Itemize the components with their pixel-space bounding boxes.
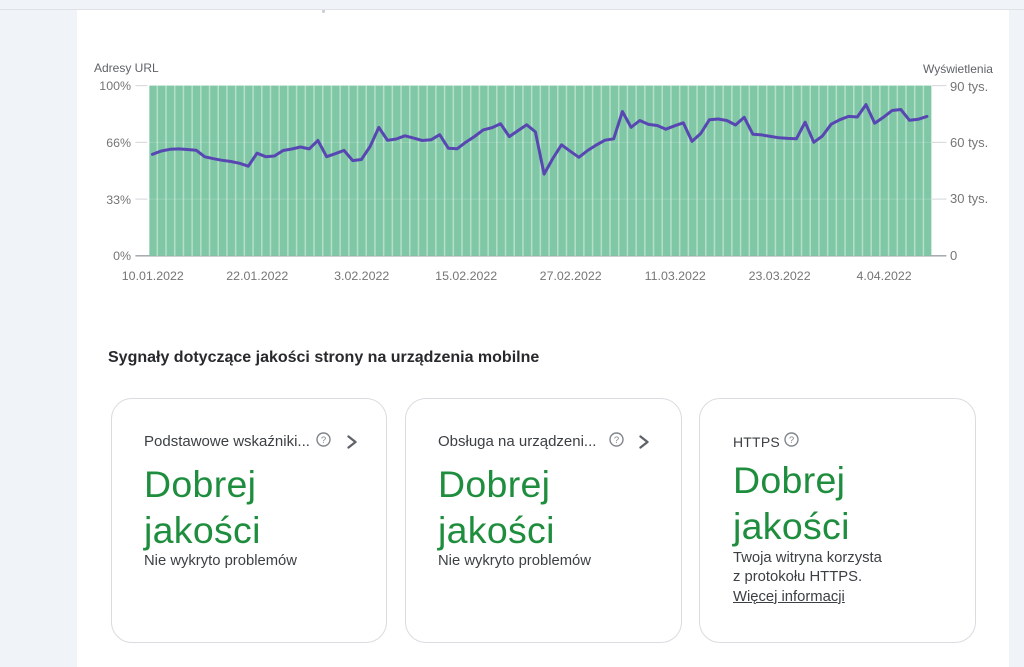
- svg-text:?: ?: [614, 435, 619, 446]
- svg-text:?: ?: [789, 435, 794, 446]
- svg-text:?: ?: [321, 435, 326, 446]
